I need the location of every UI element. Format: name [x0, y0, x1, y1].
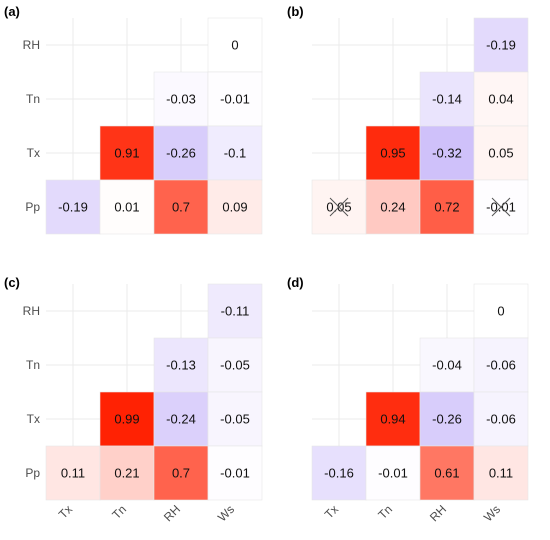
- heatmap-cell: [419, 125, 475, 181]
- cell-value-label: 0.72: [434, 200, 459, 215]
- cell-value-label: 0.24: [380, 200, 405, 215]
- cell-value-label: 0.05: [488, 146, 513, 161]
- row-tick-label: Tn: [26, 92, 40, 106]
- row-tick-label: RH: [23, 304, 40, 318]
- column-tick-label: Tn: [109, 502, 129, 522]
- heatmap-cell: [365, 179, 421, 235]
- cell-value-label: -0.1: [224, 146, 246, 161]
- insignificance-cross: [329, 197, 349, 217]
- heatmap-cell: [45, 179, 101, 235]
- row-tick-label: Pp: [25, 200, 40, 214]
- cell-value-label: -0.06: [486, 358, 516, 373]
- cell-value-label: 0.21: [114, 466, 139, 481]
- heatmap-cell: [99, 445, 155, 501]
- cell-value-label: -0.32: [432, 146, 462, 161]
- heatmap-cell: [153, 179, 209, 235]
- cell-value-label: 0: [231, 38, 238, 53]
- heatmap-cell: [99, 391, 155, 447]
- heatmap-panel: -0.19-0.140.040.95-0.320.050.050.240.72-…: [287, 4, 529, 235]
- heatmap-cell: [153, 445, 209, 501]
- panel-label: (b): [287, 4, 304, 19]
- cell-value-label: 0.94: [380, 412, 405, 427]
- cell-value-label: -0.11: [221, 304, 250, 319]
- heatmap-cell: [311, 445, 367, 501]
- column-tick-label: Ws: [481, 502, 503, 524]
- insignificance-cross: [491, 197, 511, 217]
- cell-value-label: 0.7: [172, 200, 190, 215]
- heatmap-cell: [365, 445, 421, 501]
- heatmap-cell: [99, 179, 155, 235]
- column-tick-label: Ws: [215, 502, 237, 524]
- heatmap-panel: 0 -0.03 -0.01 0.91 -0.26 -0.1 -0.19 0.01 0.7 0.09…: [4, 4, 263, 235]
- cell-value-label: -0.26: [432, 412, 462, 427]
- cell-value-label: -0.19: [58, 200, 88, 215]
- heatmap-cell: [207, 17, 263, 73]
- panel-label: (c): [4, 275, 20, 290]
- heatmap-cell: [45, 445, 101, 501]
- cell-value-label: -0.06: [486, 412, 516, 427]
- panel-label: (d): [287, 275, 304, 290]
- cell-value-label: 0.95: [380, 146, 405, 161]
- heatmap-cell: [365, 125, 421, 181]
- heatmap-cell: [207, 125, 263, 181]
- cell-value-label: 0.11: [489, 466, 513, 481]
- cell-value-label: 0.01: [114, 200, 139, 215]
- heatmap-panel: 0 -0.04 -0.06 0.94 -0.26 -0.06 -0.16 -0.01 0.61 0…: [287, 275, 529, 524]
- cell-value-label: -0.01: [378, 466, 408, 481]
- cell-value-label: 0.7: [172, 466, 190, 481]
- column-tick-label: Tx: [56, 502, 75, 521]
- cell-value-label: -0.03: [166, 92, 196, 107]
- cell-value-label: 0.04: [488, 92, 513, 107]
- heatmap-cell: [419, 445, 475, 501]
- heatmap-cell: [207, 391, 263, 447]
- cell-value-label: 0.11: [61, 466, 85, 481]
- cell-value-label: -0.26: [166, 146, 196, 161]
- heatmap-cell: [419, 71, 475, 127]
- heatmap-cell: [207, 179, 263, 235]
- column-tick-label: Tx: [322, 502, 341, 521]
- heatmap-cell: [473, 283, 529, 339]
- heatmap-cell: [207, 71, 263, 127]
- cell-value-label: 0: [497, 304, 504, 319]
- cell-value-label: -0.24: [166, 412, 196, 427]
- cell-value-label: -0.05: [220, 412, 250, 427]
- panel-label: (a): [4, 4, 20, 19]
- heatmap-cell: [207, 445, 263, 501]
- heatmap-panel: -0.11 -0.13 -0.05 0.99 -0.24 -0.05 0.11 0.21 0.7…: [4, 275, 263, 524]
- column-tick-label: Tn: [375, 502, 395, 522]
- cell-value-label: -0.04: [432, 358, 462, 373]
- column-tick-label: RH: [161, 502, 183, 524]
- row-tick-label: Tx: [27, 412, 40, 426]
- row-tick-label: Tx: [27, 146, 40, 160]
- heatmap-cell: [153, 391, 209, 447]
- heatmap-cell: [207, 337, 263, 393]
- cell-value-label: -0.05: [220, 358, 250, 373]
- cell-value-label: 0.09: [222, 200, 247, 215]
- heatmap-cell: [473, 71, 529, 127]
- cell-value-label: 0.91: [114, 146, 139, 161]
- cell-value-label: 0.61: [434, 466, 459, 481]
- cell-value-label: -0.14: [432, 92, 462, 107]
- cell-value-label: 0.99: [114, 412, 139, 427]
- column-tick-label: RH: [427, 502, 449, 524]
- heatmap-cell: [207, 283, 263, 339]
- cell-value-label: -0.01: [220, 92, 250, 107]
- cell-value-label: -0.13: [166, 358, 196, 373]
- cell-value-label: -0.16: [324, 466, 354, 481]
- heatmap-cell: [153, 337, 209, 393]
- heatmap-cell: [419, 391, 475, 447]
- row-tick-label: Tn: [26, 358, 40, 372]
- row-tick-label: Pp: [25, 466, 40, 480]
- heatmap-cell: [473, 17, 529, 73]
- row-tick-label: RH: [23, 38, 40, 52]
- cell-value-label: -0.19: [486, 38, 516, 53]
- heatmap-cell: [419, 179, 475, 235]
- cell-value-label: -0.01: [220, 466, 250, 481]
- heatmap-cell: [473, 125, 529, 181]
- heatmap-cell: [473, 445, 529, 501]
- heatmap-cell: [153, 71, 209, 127]
